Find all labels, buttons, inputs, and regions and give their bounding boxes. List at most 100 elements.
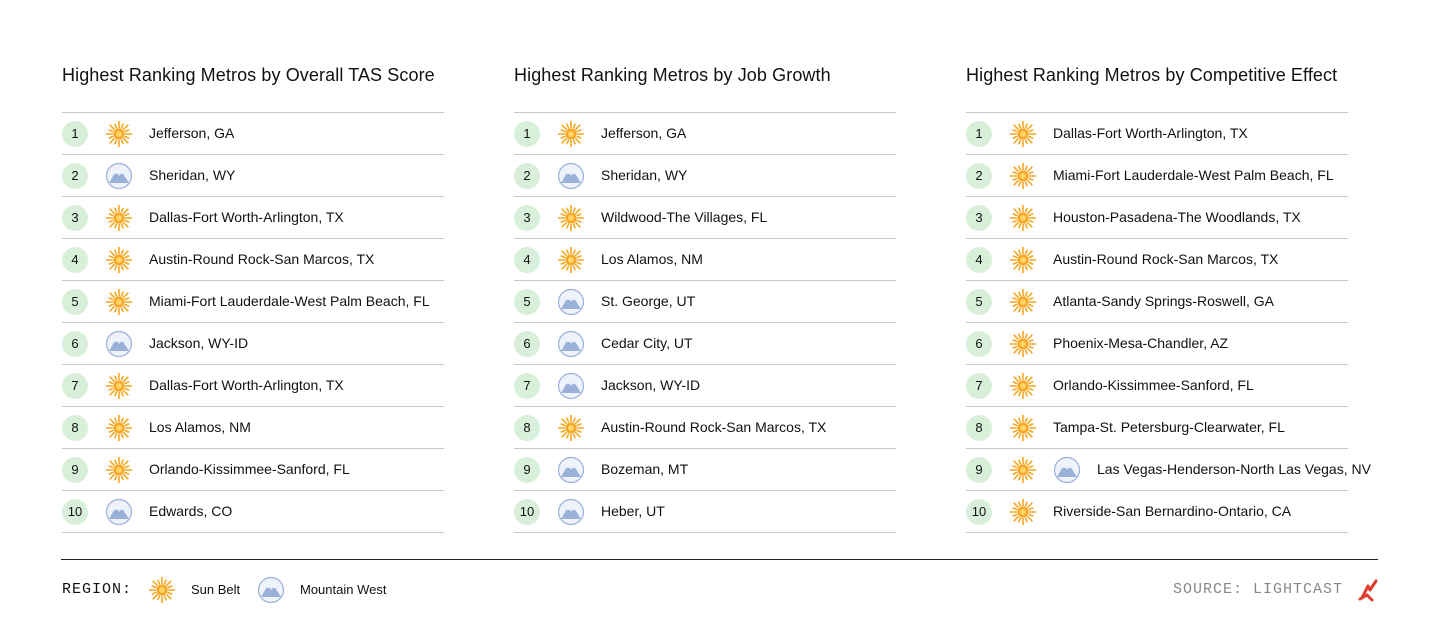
table-row: 4 Austin-Round Rock-San Marcos, TX <box>62 239 444 281</box>
sun-icon <box>1009 120 1037 148</box>
metro-name: Jefferson, GA <box>149 125 235 141</box>
ranking-table: Highest Ranking Metros by Competitive Ef… <box>966 60 1371 533</box>
sun-icon <box>1009 456 1037 484</box>
ranking-list: 1 Jefferson, GA 2 Sheridan, WY 3 Dallas-Fort… <box>62 112 444 533</box>
metro-name: Jackson, WY-ID <box>149 335 249 351</box>
metro-name: Los Alamos, NM <box>601 251 703 267</box>
sun-icon <box>1009 246 1037 274</box>
rank-badge: 8 <box>966 415 992 441</box>
footer-divider <box>61 559 1378 560</box>
table-row: 1 Jefferson, GA <box>62 113 444 155</box>
rank-badge: 8 <box>514 415 540 441</box>
sun-icon <box>105 288 133 316</box>
metro-name: Los Alamos, NM <box>149 419 251 435</box>
table-title: Highest Ranking Metros by Overall TAS Sc… <box>62 65 435 85</box>
rank-badge: 1 <box>62 121 88 147</box>
rank-badge: 2 <box>62 163 88 189</box>
table-row: 1 Dallas-Fort Worth-Arlington, TX <box>966 113 1348 155</box>
metro-name: Cedar City, UT <box>601 335 693 351</box>
table-row: 8 Los Alamos, NM <box>62 407 444 449</box>
mountain-icon <box>257 576 285 604</box>
metro-name: Heber, UT <box>601 503 665 519</box>
rank-badge: 10 <box>966 499 992 525</box>
mountain-icon <box>105 498 133 526</box>
metro-name: Sheridan, WY <box>149 167 236 183</box>
rank-badge: 2 <box>966 163 992 189</box>
table-row: 8 Tampa-St. Petersburg-Clearwater, FL <box>966 407 1348 449</box>
metro-name: Atlanta-Sandy Springs-Roswell, GA <box>1053 293 1274 309</box>
table-title: Highest Ranking Metros by Job Growth <box>514 65 831 85</box>
sun-icon <box>105 372 133 400</box>
rank-badge: 10 <box>514 499 540 525</box>
legend-label: REGION: <box>62 581 133 598</box>
rank-badge: 4 <box>966 247 992 273</box>
metro-name: Riverside-San Bernardino-Ontario, CA <box>1053 503 1292 519</box>
table-row: 10 Heber, UT <box>514 491 896 533</box>
metro-name: Jefferson, GA <box>601 125 687 141</box>
table-row: 3 Dallas-Fort Worth-Arlington, TX <box>62 197 444 239</box>
metro-name: Wildwood-The Villages, FL <box>601 209 768 225</box>
table-row: 2 Sheridan, WY <box>514 155 896 197</box>
rank-badge: 5 <box>966 289 992 315</box>
table-row: 2 Miami-Fort Lauderdale-West Palm Beach, … <box>966 155 1348 197</box>
rank-badge: 4 <box>514 247 540 273</box>
sun-icon <box>1009 498 1037 526</box>
table-row: 3 Wildwood-The Villages, FL <box>514 197 896 239</box>
table-row: 9 Las Vegas-Henderson-North Las Vegas, N… <box>966 449 1371 491</box>
legend-item-sun-belt: Sun Belt <box>191 582 241 597</box>
rank-badge: 1 <box>514 121 540 147</box>
lightcast-logo-icon <box>1358 578 1380 602</box>
sun-icon <box>1009 288 1037 316</box>
rank-badge: 9 <box>62 457 88 483</box>
rank-badge: 2 <box>514 163 540 189</box>
rank-badge: 1 <box>966 121 992 147</box>
table-row: 5 Atlanta-Sandy Springs-Roswell, GA <box>966 281 1348 323</box>
sun-icon <box>1009 414 1037 442</box>
metro-name: Las Vegas-Henderson-North Las Vegas, NV <box>1097 461 1371 477</box>
mountain-icon <box>557 456 585 484</box>
metro-name: Sheridan, WY <box>601 167 688 183</box>
rank-badge: 5 <box>514 289 540 315</box>
table-row: 3 Houston-Pasadena-The Woodlands, TX <box>966 197 1348 239</box>
rank-badge: 9 <box>966 457 992 483</box>
sun-icon <box>557 204 585 232</box>
rank-badge: 3 <box>514 205 540 231</box>
sun-icon <box>1009 162 1037 190</box>
sun-icon <box>557 246 585 274</box>
metro-name: Dallas-Fort Worth-Arlington, TX <box>149 377 344 393</box>
metro-name: Tampa-St. Petersburg-Clearwater, FL <box>1053 419 1285 435</box>
metro-name: Austin-Round Rock-San Marcos, TX <box>601 419 827 435</box>
mountain-icon <box>557 372 585 400</box>
rank-badge: 3 <box>966 205 992 231</box>
table-row: 8 Austin-Round Rock-San Marcos, TX <box>514 407 896 449</box>
sun-icon <box>557 120 585 148</box>
sun-icon <box>105 120 133 148</box>
sun-icon <box>105 414 133 442</box>
table-row: 4 Los Alamos, NM <box>514 239 896 281</box>
rank-badge: 10 <box>62 499 88 525</box>
ranking-list: 1 Dallas-Fort Worth-Arlington, TX 2 Miami-F… <box>966 112 1371 533</box>
ranking-list: 1 Jefferson, GA 2 Sheridan, WY 3 Wildwood-Th… <box>514 112 896 533</box>
rank-badge: 8 <box>62 415 88 441</box>
table-row: 7 Dallas-Fort Worth-Arlington, TX <box>62 365 444 407</box>
metro-name: Bozeman, MT <box>601 461 689 477</box>
sun-icon <box>1009 330 1037 358</box>
sun-icon <box>105 246 133 274</box>
rank-badge: 6 <box>514 331 540 357</box>
ranking-table: Highest Ranking Metros by Job Growth 1 Jef… <box>514 60 896 533</box>
source-note: SOURCE: LIGHTCAST <box>1172 581 1343 598</box>
mountain-icon <box>557 330 585 358</box>
metro-name: Austin-Round Rock-San Marcos, TX <box>1053 251 1279 267</box>
rank-badge: 7 <box>966 373 992 399</box>
table-row: 5 St. George, UT <box>514 281 896 323</box>
table-row: 5 Miami-Fort Lauderdale-West Palm Beach, … <box>62 281 444 323</box>
sun-icon <box>1009 204 1037 232</box>
metro-name: Miami-Fort Lauderdale-West Palm Beach, F… <box>1053 167 1334 183</box>
table-row: 7 Jackson, WY-ID <box>514 365 896 407</box>
table-row: 4 Austin-Round Rock-San Marcos, TX <box>966 239 1348 281</box>
mountain-icon <box>1053 456 1081 484</box>
rank-badge: 6 <box>966 331 992 357</box>
table-row: 7 Orlando-Kissimmee-Sanford, FL <box>966 365 1348 407</box>
metro-name: Houston-Pasadena-The Woodlands, TX <box>1053 209 1301 225</box>
metro-name: Phoenix-Mesa-Chandler, AZ <box>1053 335 1229 351</box>
